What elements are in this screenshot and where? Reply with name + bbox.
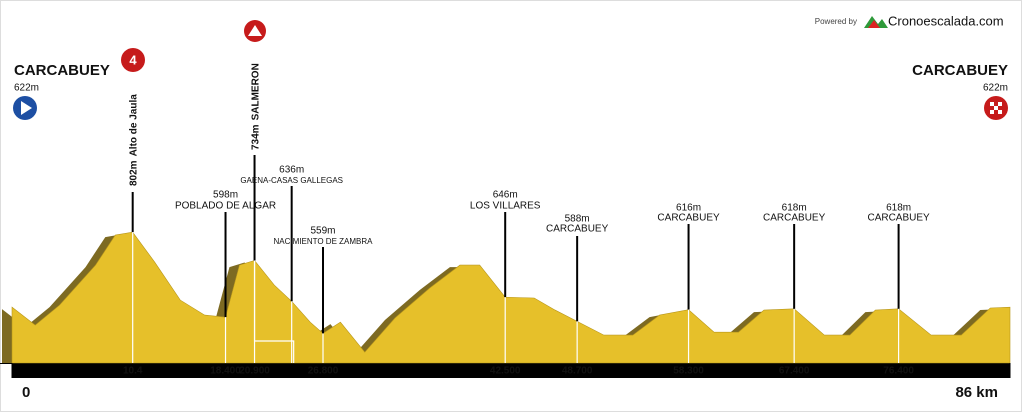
distance-label: 76.400 xyxy=(883,366,914,377)
climb-category-icon xyxy=(121,48,145,72)
distance-label: 67.400 xyxy=(779,366,810,377)
distance-label: 58.300 xyxy=(673,366,704,377)
start-icon xyxy=(21,101,32,115)
waypoint-label: 802m Alto de Jaula xyxy=(128,94,139,186)
distance-label: 42.500 xyxy=(490,366,521,377)
climb-category: 4 xyxy=(129,52,137,67)
finish-icon xyxy=(990,102,1002,114)
start-name: CARCABUEY xyxy=(14,62,110,79)
brand: Cronoescalada.com xyxy=(888,13,1004,28)
waypoint-elevation: 618m xyxy=(782,203,807,214)
x-tick-label: 0 xyxy=(22,384,30,401)
finish-elevation: 622m xyxy=(983,83,1008,94)
waypoint-name: CARCABUEY xyxy=(546,224,609,235)
waypoint-name: CARCABUEY xyxy=(763,213,826,224)
distance-label: 26.800 xyxy=(308,366,339,377)
waypoint-name: CARCABUEY xyxy=(657,213,720,224)
waypoint-label: 734m SALMERON xyxy=(250,63,261,150)
credit: Powered by xyxy=(815,17,857,26)
x-tick-label: 86 km xyxy=(955,384,998,401)
waypoint-elevation: 588m xyxy=(565,214,590,225)
waypoint-elevation: 646m xyxy=(493,190,518,201)
waypoint-name: GAENA-CASAS GALLEGAS xyxy=(240,176,343,185)
waypoint-elevation: 559m xyxy=(310,226,335,237)
finish-name: CARCABUEY xyxy=(912,62,1008,79)
waypoint-elevation: 734m xyxy=(250,124,261,150)
profile-cover xyxy=(0,363,12,364)
waypoint-elevation: 618m xyxy=(886,203,911,214)
waypoint-name: Alto de Jaula xyxy=(128,94,139,157)
waypoint-elevation: 802m xyxy=(128,160,139,186)
profile-area xyxy=(11,231,1011,364)
brand-logo xyxy=(864,16,888,28)
distance-label: 20.900 xyxy=(239,366,270,377)
distance-label: 18.400 xyxy=(210,366,241,377)
start-elevation: 622m xyxy=(14,83,39,94)
waypoint-name: NACIMIENTO DE ZAMBRA xyxy=(274,237,374,246)
distance-label: 48.700 xyxy=(562,366,593,377)
waypoint-elevation: 616m xyxy=(676,203,701,214)
route-link xyxy=(253,260,295,363)
distance-label: 10.4 xyxy=(123,366,143,377)
summit-icon xyxy=(248,25,262,36)
waypoint-name: SALMERON xyxy=(250,63,261,120)
waypoint-name: CARCABUEY xyxy=(867,213,930,224)
waypoint-elevation: 598m xyxy=(213,190,238,201)
brand-logo xyxy=(868,20,880,28)
waypoint-name: POBLADO DE ALGAR xyxy=(175,201,276,212)
waypoint-elevation: 636m xyxy=(279,165,304,176)
distance-bar xyxy=(12,363,1010,378)
waypoint-name: LOS VILLARES xyxy=(470,201,541,212)
